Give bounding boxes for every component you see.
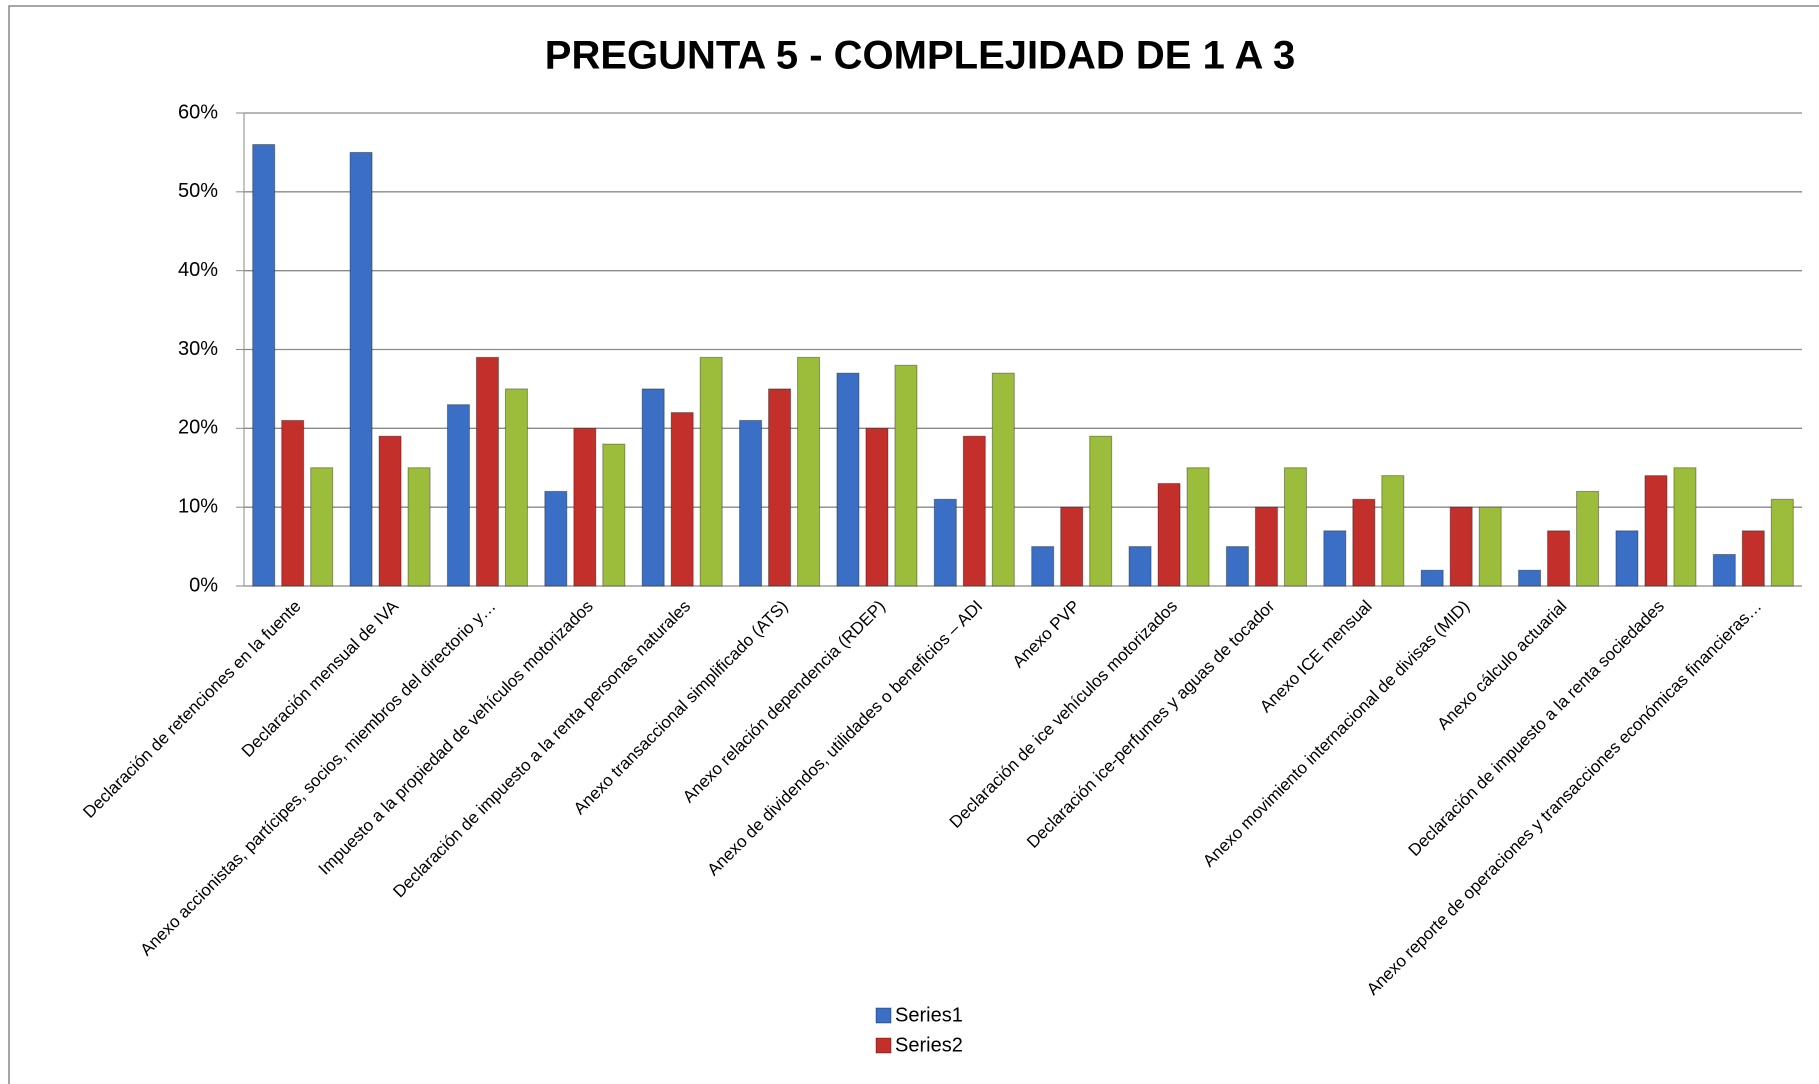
y-tick-label: 10% xyxy=(178,495,218,517)
bar xyxy=(1157,483,1181,587)
bar xyxy=(739,419,763,587)
bar xyxy=(1254,506,1278,587)
bar xyxy=(252,144,276,587)
y-tick-label: 60% xyxy=(178,101,218,123)
bar xyxy=(378,435,402,587)
bar xyxy=(504,388,528,587)
bar xyxy=(768,388,792,587)
x-tick-label: Declaración de ice vehículos motorizados xyxy=(946,597,1181,832)
bar xyxy=(1547,530,1571,587)
bar xyxy=(1283,467,1307,587)
y-tick-label: 0% xyxy=(189,574,218,596)
bar xyxy=(1770,498,1794,587)
chart-title: PREGUNTA 5 - COMPLEJIDAD DE 1 A 3 xyxy=(545,34,1295,78)
bar xyxy=(991,372,1015,587)
bar xyxy=(602,443,626,587)
bar xyxy=(670,412,694,587)
x-tick-label: Declaración de retenciones en la fuente xyxy=(79,597,304,822)
legend-swatch xyxy=(875,1037,892,1054)
bar xyxy=(1644,475,1668,587)
x-tick-label: Anexo PVP xyxy=(1009,597,1084,672)
y-tick-label: 30% xyxy=(178,338,218,360)
bar xyxy=(475,356,499,587)
bar xyxy=(797,356,821,587)
bar xyxy=(1060,506,1084,587)
legend-label: Series1 xyxy=(895,1004,963,1026)
bar xyxy=(933,498,957,587)
bar xyxy=(641,388,665,587)
bar xyxy=(1420,569,1444,587)
bar xyxy=(1186,467,1210,587)
bar xyxy=(1352,498,1376,587)
y-tick-label: 50% xyxy=(178,180,218,202)
bar xyxy=(1615,530,1639,587)
y-tick-label: 40% xyxy=(178,259,218,281)
x-tick-label: Anexo relación dependencia (RDEP) xyxy=(679,597,889,807)
bar xyxy=(1323,530,1347,587)
bar xyxy=(1449,506,1473,587)
bar xyxy=(699,356,723,587)
bar xyxy=(544,490,568,587)
x-tick-label: Declaración mensual de IVA xyxy=(238,596,403,761)
bar xyxy=(573,427,597,587)
bar xyxy=(1478,506,1502,587)
bar xyxy=(962,435,986,587)
bar xyxy=(1518,569,1542,587)
bar xyxy=(349,151,373,587)
bar xyxy=(281,419,305,587)
bar xyxy=(1128,546,1152,587)
bar xyxy=(836,372,860,587)
bar xyxy=(1576,490,1600,587)
y-tick-label: 20% xyxy=(178,417,218,439)
legend-swatch xyxy=(875,1007,892,1024)
bar xyxy=(1673,467,1697,587)
bar xyxy=(1089,435,1113,587)
bar xyxy=(1031,546,1055,587)
x-tick-label: Anexo accionistas, partícipes, socios, m… xyxy=(137,597,500,960)
bar xyxy=(894,364,918,587)
bar xyxy=(446,404,470,587)
x-tick-label: Anexo transaccional simplificado (ATS) xyxy=(570,597,792,819)
bar xyxy=(1741,530,1765,587)
chart-frame xyxy=(8,5,1819,1084)
bar xyxy=(310,467,334,587)
bar xyxy=(1225,546,1249,587)
bar xyxy=(1712,553,1736,587)
bar xyxy=(407,467,431,587)
legend-label: Series2 xyxy=(895,1034,963,1056)
bar xyxy=(1381,475,1405,587)
bar xyxy=(865,427,889,587)
